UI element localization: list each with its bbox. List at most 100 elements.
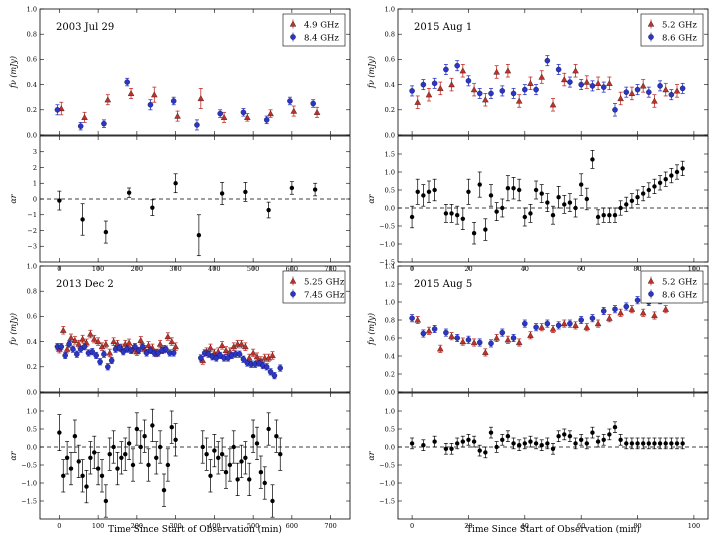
- x-tick-label: 40: [521, 522, 529, 530]
- data-point-circle: [57, 430, 62, 435]
- data-point-triangle: [538, 73, 545, 80]
- data-point-circle: [533, 187, 539, 193]
- data-point-circle: [443, 66, 449, 73]
- data-point-circle: [578, 81, 584, 88]
- data-point-circle: [640, 441, 646, 446]
- data-point-triangle: [110, 338, 117, 345]
- data-point-triangle: [437, 345, 444, 352]
- data-point-triangle: [606, 314, 613, 321]
- data-point-circle: [147, 347, 154, 354]
- data-point-circle: [657, 441, 663, 446]
- data-point-circle: [640, 191, 646, 196]
- data-point-circle: [578, 437, 584, 442]
- data-point-circle: [432, 439, 437, 444]
- data-point-triangle: [289, 20, 297, 27]
- data-point-circle: [646, 441, 652, 446]
- data-point-circle: [170, 98, 177, 104]
- data-point-circle: [668, 91, 675, 98]
- data-point-circle: [431, 80, 438, 87]
- data-point-circle: [499, 88, 506, 94]
- data-point-circle: [648, 291, 654, 297]
- data-point-circle: [254, 441, 260, 446]
- y-tick-label: 0.0: [27, 131, 37, 139]
- y-tick-label: −3: [27, 243, 37, 251]
- data-point-triangle: [151, 91, 158, 98]
- chart-panel-1: 0.0 0.2 0.4 0.6 0.8 1.0 2003 Jul 29 4.9 GHz 8.4 …: [9, 5, 351, 273]
- data-point-triangle: [137, 337, 145, 343]
- data-point-circle: [590, 157, 595, 162]
- data-point-circle: [134, 426, 140, 432]
- legend-label: 5.2 GHz: [662, 20, 697, 30]
- data-point-circle: [290, 291, 296, 297]
- panel-title: 2013 Dec 2: [56, 279, 114, 290]
- data-point-circle: [533, 441, 539, 446]
- data-point-triangle: [267, 110, 274, 117]
- data-point-circle: [584, 196, 590, 202]
- y-tick-label: −1.0: [21, 479, 37, 487]
- data-point-circle: [663, 177, 668, 182]
- data-point-circle: [89, 348, 96, 355]
- data-point-circle: [595, 214, 601, 220]
- y-tick-label: 0.0: [385, 131, 395, 139]
- data-point-circle: [200, 444, 205, 450]
- data-point-triangle: [87, 330, 94, 337]
- data-point-circle: [310, 100, 316, 107]
- data-point-circle: [107, 452, 112, 457]
- data-point-circle: [544, 57, 551, 64]
- series-4.9-ghz: [58, 86, 321, 123]
- flux-panel-frame: [39, 265, 351, 393]
- data-point-circle: [68, 466, 74, 471]
- data-point-circle: [115, 466, 120, 471]
- data-point-triangle: [174, 112, 181, 119]
- data-point-triangle: [156, 340, 164, 347]
- data-point-triangle: [220, 114, 228, 120]
- data-point-circle: [426, 189, 432, 194]
- data-point-circle: [466, 189, 471, 194]
- data-point-circle: [101, 120, 107, 127]
- data-point-triangle: [238, 340, 245, 347]
- y-tick-label: 0.6: [27, 56, 37, 64]
- data-point-circle: [652, 441, 657, 446]
- data-point-circle: [635, 195, 640, 200]
- data-point-triangle: [106, 349, 114, 356]
- data-point-circle: [528, 211, 533, 216]
- data-point-circle: [130, 462, 136, 468]
- data-point-circle: [555, 322, 562, 329]
- data-point-triangle: [425, 327, 433, 334]
- alpha-series: [57, 173, 318, 257]
- data-point-circle: [243, 189, 248, 195]
- data-point-circle: [680, 166, 685, 171]
- data-point-circle: [663, 441, 668, 446]
- data-point-circle: [126, 190, 132, 195]
- data-point-circle: [477, 182, 482, 187]
- data-point-circle: [147, 102, 154, 108]
- y-tick-label: 1: [33, 180, 37, 188]
- data-point-circle: [204, 452, 209, 457]
- data-point-circle: [522, 441, 528, 446]
- data-point-triangle: [71, 337, 79, 343]
- alpha-axis-label: αr: [9, 450, 18, 460]
- data-point-circle: [205, 351, 212, 357]
- data-point-triangle: [289, 277, 297, 284]
- data-point-circle: [101, 351, 107, 357]
- x-tick-label: 0: [410, 522, 414, 530]
- data-point-triangle: [662, 86, 669, 93]
- y-tick-label: 1.0: [27, 407, 37, 415]
- data-point-triangle: [414, 98, 421, 105]
- data-point-circle: [550, 446, 556, 451]
- data-point-circle: [657, 180, 663, 185]
- y-tick-label: 0.2: [385, 106, 395, 114]
- data-point-triangle: [145, 342, 152, 348]
- data-point-circle: [443, 446, 449, 451]
- data-point-circle: [601, 213, 606, 218]
- data-point-triangle: [583, 78, 591, 85]
- y-tick-label: 1.0: [385, 407, 395, 415]
- y-tick-label: 0.0: [385, 443, 395, 451]
- x-tick-label: 700: [324, 522, 336, 530]
- chart-panel-4: 0.0 0.2 0.4 0.6 0.8 1.0 1.2 1.4 2015 Aug 5 5.2 GH…: [367, 262, 709, 535]
- data-point-circle: [483, 227, 488, 232]
- data-point-triangle: [245, 354, 253, 361]
- data-point-circle: [466, 437, 471, 442]
- data-point-triangle: [459, 67, 467, 74]
- data-point-triangle: [470, 86, 478, 93]
